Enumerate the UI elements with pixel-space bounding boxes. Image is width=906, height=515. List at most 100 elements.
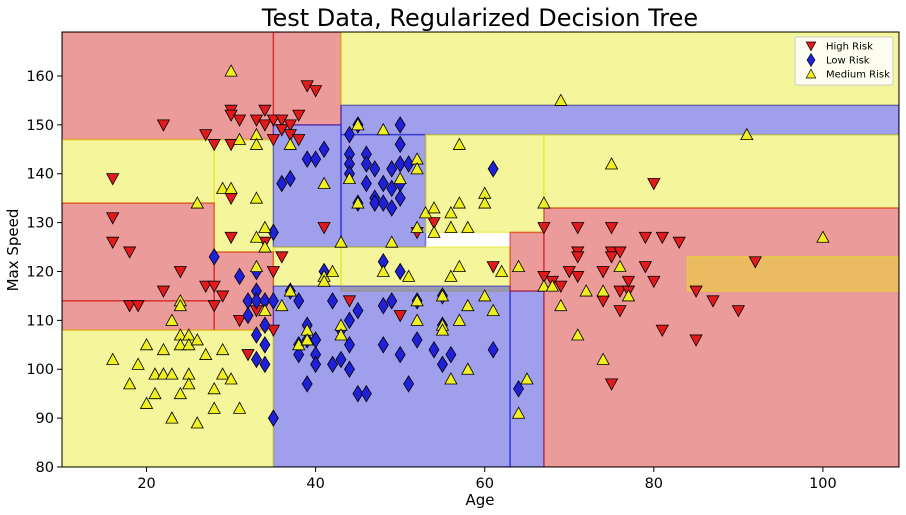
point-medium-risk: [452, 196, 467, 209]
point-low-risk: [267, 409, 279, 427]
point-high-risk: [275, 251, 289, 264]
point-medium-risk: [139, 337, 154, 351]
point-high-risk: [748, 256, 762, 269]
point-high-risk: [638, 261, 653, 274]
point-medium-risk: [224, 372, 238, 385]
point-medium-risk: [224, 64, 238, 77]
point-low-risk: [352, 301, 364, 320]
point-high-risk: [342, 295, 357, 308]
point-low-risk: [343, 125, 355, 144]
point-medium-risk: [478, 196, 492, 209]
point-high-risk: [258, 104, 272, 118]
point-medium-risk: [571, 328, 585, 341]
point-medium-risk: [621, 289, 636, 302]
plot-frame: [61, 31, 900, 468]
point-low-risk: [428, 340, 440, 359]
chart-title: Test Data, Regularized Decision Tree: [261, 4, 698, 32]
x-axis-label: Age: [465, 491, 494, 509]
point-high-risk: [258, 119, 272, 132]
region-high-risk: [62, 202, 215, 302]
point-low-risk: [377, 336, 389, 354]
point-medium-risk: [199, 347, 213, 360]
point-low-risk: [267, 292, 279, 310]
point-low-risk: [386, 199, 398, 217]
point-medium-risk: [401, 269, 416, 282]
point-low-risk: [377, 174, 389, 193]
data-points: [106, 64, 830, 429]
point-medium-risk: [207, 381, 221, 395]
point-low-risk: [293, 345, 305, 364]
point-low-risk: [250, 292, 262, 310]
point-high-risk: [292, 109, 306, 122]
x-tick-label: 100: [809, 476, 837, 492]
point-high-risk: [613, 246, 627, 259]
point-low-risk: [293, 292, 305, 310]
point-medium-risk: [410, 293, 424, 307]
x-tick-label: 80: [645, 476, 663, 492]
point-medium-risk: [427, 201, 441, 214]
point-medium-risk: [342, 171, 357, 185]
point-medium-risk: [385, 235, 399, 248]
point-low-risk: [386, 179, 398, 198]
point-medium-risk: [283, 137, 297, 150]
point-medium-risk: [131, 357, 145, 370]
point-medium-risk: [537, 196, 551, 209]
point-high-risk: [156, 285, 171, 298]
point-medium-risk: [334, 235, 348, 248]
point-medium-risk: [334, 328, 348, 341]
point-medium-risk: [258, 220, 272, 233]
point-medium-risk: [190, 196, 204, 209]
point-high-risk: [283, 119, 297, 132]
point-low-risk: [301, 375, 313, 393]
y-tick-label: 120: [26, 264, 54, 280]
point-medium-risk: [215, 181, 230, 194]
point-medium-risk: [444, 372, 458, 385]
point-low-risk: [377, 194, 389, 212]
point-low-risk: [335, 350, 347, 369]
point-high-risk: [655, 324, 669, 337]
y-tick-label: 90: [36, 411, 54, 427]
point-medium-risk: [478, 289, 492, 302]
y-tick-label: 150: [26, 118, 54, 134]
point-medium-risk: [325, 264, 340, 277]
point-medium-risk: [173, 386, 188, 400]
point-low-risk: [250, 350, 262, 369]
point-high-risk: [106, 212, 120, 225]
point-medium-risk: [545, 279, 560, 292]
point-high-risk: [486, 261, 500, 274]
point-low-risk: [343, 336, 355, 354]
point-low-risk: [360, 155, 372, 173]
point-medium-risk: [232, 132, 247, 145]
point-high-risk: [537, 222, 551, 235]
point-low-risk: [394, 135, 406, 154]
point-medium-risk: [444, 269, 458, 282]
point-high-risk: [647, 275, 661, 289]
y-tick-label: 80: [36, 460, 54, 476]
point-medium-risk: [258, 240, 272, 253]
point-low-risk: [318, 140, 330, 159]
point-medium-risk: [232, 401, 247, 414]
point-low-risk: [310, 355, 322, 374]
legend-marker-low-risk: [806, 52, 816, 68]
point-medium-risk: [740, 127, 754, 141]
point-medium-risk: [249, 191, 264, 204]
point-medium-risk: [122, 377, 137, 390]
region-medium-risk: [686, 256, 899, 292]
point-medium-risk: [410, 220, 424, 233]
point-medium-risk: [376, 122, 390, 136]
point-high-risk: [224, 231, 238, 245]
x-axis-ticks: 20 40 60 80 100: [137, 467, 837, 492]
point-low-risk: [267, 223, 279, 242]
point-high-risk: [655, 231, 669, 245]
point-high-risk: [122, 246, 137, 259]
legend-label-medium-risk: Medium Risk: [826, 70, 890, 81]
region-medium-risk: [213, 138, 275, 253]
point-medium-risk: [139, 396, 154, 409]
legend-label-low-risk: Low Risk: [826, 56, 870, 67]
point-medium-risk: [520, 372, 534, 385]
point-high-risk: [232, 114, 247, 127]
point-low-risk: [259, 355, 271, 374]
point-low-risk: [445, 345, 457, 364]
point-high-risk: [317, 222, 331, 235]
